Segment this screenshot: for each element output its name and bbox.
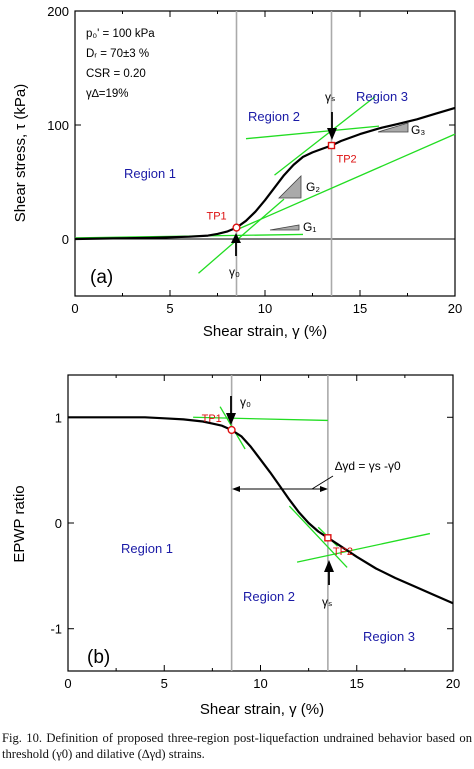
gammas-label-b: γₛ (322, 595, 332, 609)
x-tick-label: 20 (448, 301, 462, 316)
panel-a-curve (74, 106, 456, 241)
panel-a-tangent-lines (74, 95, 456, 274)
g2-triangle (278, 175, 302, 199)
x-tick-label: 15 (353, 301, 367, 316)
panel-b-ticks: 0 5 10 15 20 -1 0 1 (50, 375, 460, 691)
y-tick-label: -1 (50, 622, 62, 637)
y-tick-label: 100 (47, 118, 69, 133)
region2-label-a: Region 2 (248, 109, 300, 124)
panel-a-xlabel: Shear strain, γ (%) (203, 323, 327, 340)
panel-b-label: (b) (87, 647, 110, 668)
x-tick-label: 0 (64, 676, 71, 691)
gamma0-arrowhead-b (226, 413, 236, 425)
panel-a-label: (a) (90, 267, 113, 288)
tangent-line-1 (198, 198, 285, 274)
turning-point-label: TP2 (333, 546, 353, 558)
delta-gamma-leader (311, 475, 334, 490)
region2-label-b: Region 2 (243, 589, 295, 604)
g1-label: G₁ (303, 220, 316, 234)
turning-point-label: TP1 (202, 413, 222, 425)
x-tick-label: 5 (166, 301, 173, 316)
param-gamma: γ∆=19% (86, 88, 129, 100)
delta-gamma-arrowhead-left (232, 486, 240, 492)
turning-point-label: TP2 (337, 154, 357, 166)
gamma0-arrowhead-a (231, 233, 241, 243)
x-tick-label: 10 (253, 676, 267, 691)
tangent-line-2 (236, 133, 456, 231)
x-tick-label: 20 (446, 676, 460, 691)
param-dr: Dᵣ = 70±3 % (86, 48, 149, 60)
region1-label-a: Region 1 (124, 166, 176, 181)
gammas-arrowhead-a (327, 128, 337, 140)
panel-b: 0 5 10 15 20 -1 0 1 TP1 TP2 γ₀ γₛ ∆γd = γs -γ0 R… (11, 374, 460, 718)
response-curve (74, 106, 456, 241)
y-tick-label: 200 (47, 4, 69, 19)
y-tick-label: 0 (55, 516, 62, 531)
gamma0-label-b: γ₀ (240, 395, 251, 409)
turning-point-marker (227, 425, 236, 435)
tangent-line-3 (245, 125, 380, 140)
panel-b-xlabel: Shear strain, γ (%) (200, 701, 324, 718)
g3-label: G₃ (411, 123, 425, 137)
turning-point-marker (327, 141, 336, 150)
panel-a-ylabel: Shear stress, τ (kPa) (12, 84, 29, 222)
y-tick-label: 0 (62, 232, 69, 247)
delta-gamma-arrowhead-right (320, 486, 328, 492)
figure-caption: Fig. 10. Definition of proposed three-re… (2, 731, 472, 761)
g1-triangle (269, 224, 300, 231)
gamma0-label-a: γ₀ (229, 265, 240, 279)
response-curve (68, 416, 454, 605)
tangent-line-0 (193, 416, 328, 422)
panel-b-turning-points: TP1 TP2 (202, 413, 353, 558)
panel-a-turning-points: TP1 TP2 (207, 141, 357, 232)
panel-b-reference-lines (230, 375, 329, 671)
gammas-label-a: γₛ (325, 90, 335, 104)
turning-point-marker (324, 534, 332, 542)
param-csr: CSR = 0.20 (86, 68, 146, 80)
x-tick-label: 15 (350, 676, 364, 691)
turning-point-marker (232, 223, 241, 232)
x-tick-label: 0 (71, 301, 78, 316)
region3-label-a: Region 3 (356, 89, 408, 104)
g3-triangle (377, 122, 409, 133)
x-tick-label: 10 (258, 301, 272, 316)
region1-label-b: Region 1 (121, 541, 173, 556)
panel-b-curve (68, 416, 454, 605)
tangent-line-3 (296, 532, 431, 563)
x-tick-label: 5 (161, 676, 168, 691)
g2-label: G₂ (306, 180, 320, 194)
tangent-line-4 (274, 95, 376, 176)
y-tick-label: 1 (55, 410, 62, 425)
tangent-line-2 (288, 505, 348, 568)
param-p0: p₀' = 100 kPa (86, 28, 155, 40)
panel-b-ylabel: EPWP ratio (11, 485, 28, 562)
delta-gamma-label: ∆γd = γs -γ0 (335, 459, 401, 473)
gammas-arrowhead-b (324, 560, 334, 572)
region3-label-b: Region 3 (363, 629, 415, 644)
turning-point-label: TP1 (207, 211, 227, 223)
